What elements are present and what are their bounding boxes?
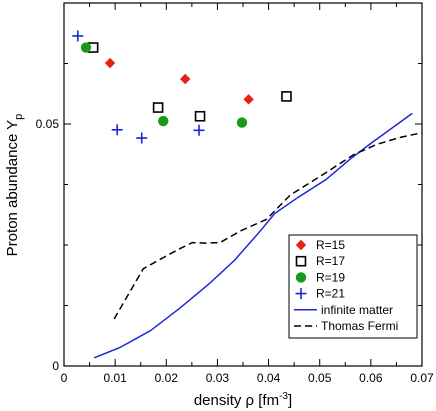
legend-label-thomas-fermi: Thomas Fermi	[321, 319, 398, 333]
x-tick-label: 0	[61, 371, 68, 385]
legend-label-r-17: R=17	[316, 254, 345, 268]
point-r-19	[158, 115, 169, 127]
legend-swatch-r-19	[295, 272, 307, 283]
point-r-17	[281, 91, 292, 102]
x-tick-label: 0.07	[410, 371, 434, 385]
x-tick-label: 0.03	[206, 371, 230, 385]
x-axis-title: density ρ [fm-3]	[194, 391, 292, 409]
x-tick-label: 0.05	[308, 371, 332, 385]
y-tick-label: 0	[52, 359, 59, 373]
point-r-21	[193, 124, 205, 136]
legend-swatch-r-21	[295, 288, 307, 300]
point-r-21	[111, 124, 123, 136]
point-r-15	[243, 94, 254, 105]
x-tick-label: 0.06	[359, 371, 383, 385]
legend-label-r-15: R=15	[316, 238, 345, 252]
point-r-17	[152, 102, 164, 113]
line-infinite-matter	[93, 112, 413, 359]
series-lines	[93, 112, 423, 359]
x-tick-label: 0.04	[257, 371, 281, 385]
legend: R=15 R=17 R=19 R=21 infinite matter Thomas Fe…	[288, 234, 418, 339]
legend-swatch-r-17	[295, 255, 307, 267]
legend-label-r-19: R=19	[316, 270, 345, 284]
legend-box	[288, 234, 418, 339]
y-axis-title: Proton abundance Yp	[4, 114, 25, 257]
series-markers	[72, 30, 292, 144]
point-r-15	[180, 73, 191, 85]
legend-swatch-r-15	[295, 239, 307, 251]
point-r-21	[72, 30, 84, 42]
legend-label-r-21: R=21	[316, 287, 345, 301]
y-tick-label: 0.05	[36, 117, 60, 131]
line-thomas-fermi	[113, 131, 423, 320]
point-r-17	[194, 110, 206, 122]
point-r-19	[236, 117, 248, 128]
axis-ticks: 0 0.01 0.02 0.03 0.04 0.05 0.06 0.07 0 0.05	[36, 2, 434, 385]
x-tick-label: 0.02	[155, 371, 179, 385]
point-r-21	[136, 132, 148, 144]
legend-label-infinite-matter: infinite matter	[321, 303, 393, 317]
point-r-15	[104, 57, 116, 69]
x-tick-label: 0.01	[103, 371, 127, 385]
point-r-19	[80, 42, 92, 53]
